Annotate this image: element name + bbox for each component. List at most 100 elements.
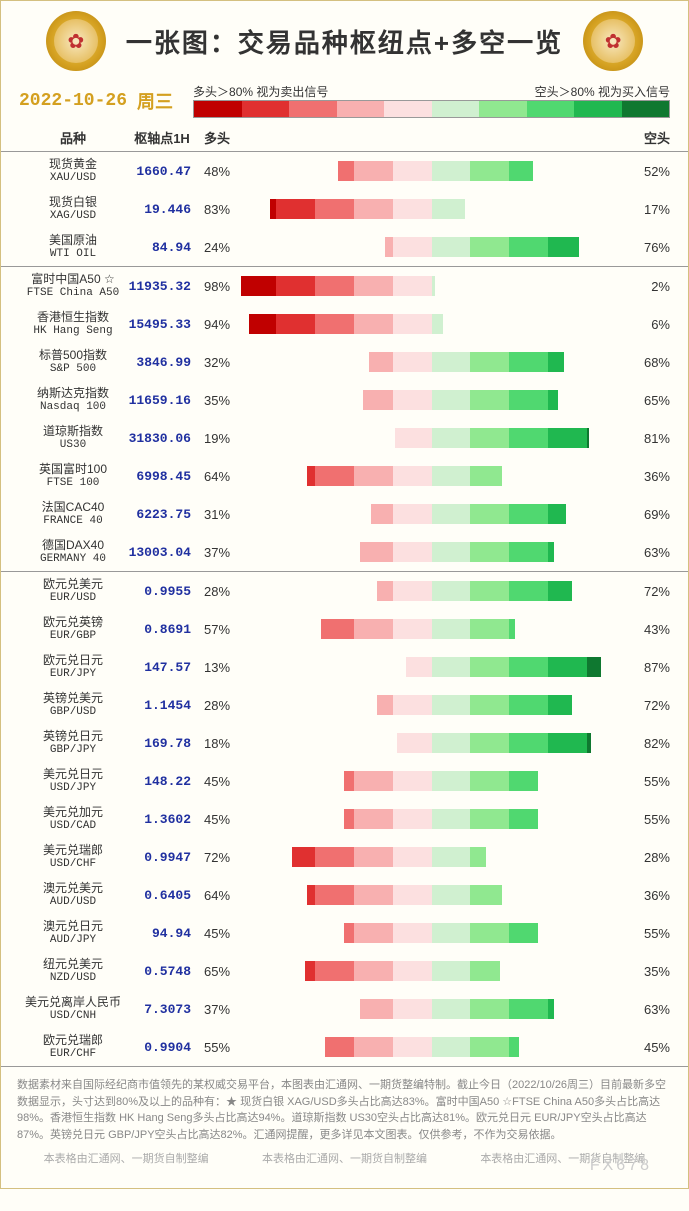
- long-pct: 65%: [197, 964, 237, 979]
- instrument-name: 现货白银XAG/USD: [19, 195, 127, 223]
- pivot-value: 31830.06: [127, 431, 197, 446]
- sentiment-bar: [237, 657, 626, 677]
- long-pct: 18%: [197, 736, 237, 751]
- footer-credits: 本表格由汇通网、一期货自制整编 本表格由汇通网、一期货自制整编 本表格由汇通网、…: [17, 1151, 672, 1168]
- footer-text: 数据素材来自国际经纪商市值领先的某权威交易平台，本图表由汇通网、一期货整编特制。…: [17, 1077, 672, 1143]
- instrument-name: 美元兑加元USD/CAD: [19, 805, 127, 833]
- pivot-value: 0.6405: [127, 888, 197, 903]
- data-row: 纽元兑美元NZD/USD0.574865%35%: [1, 952, 688, 990]
- data-row: 标普500指数S&P 5003846.9932%68%: [1, 343, 688, 381]
- long-pct: 28%: [197, 584, 237, 599]
- short-pct: 17%: [626, 202, 670, 217]
- data-row: 德国DAX40GERMANY 4013003.0437%63%: [1, 533, 688, 571]
- column-headers: 品种 枢轴点1H 多头 空头: [1, 124, 688, 151]
- instrument-name: 纳斯达克指数Nasdaq 100: [19, 386, 127, 414]
- pivot-value: 1.1454: [127, 698, 197, 713]
- instrument-name: 英国富时100FTSE 100: [19, 462, 127, 490]
- pivot-value: 6998.45: [127, 469, 197, 484]
- section: 欧元兑美元EUR/USD0.995528%72%欧元兑英镑EUR/GBP0.86…: [1, 571, 688, 1066]
- sentiment-bar: [237, 466, 626, 486]
- pivot-value: 1.3602: [127, 812, 197, 827]
- instrument-name: 英镑兑日元GBP/JPY: [19, 729, 127, 757]
- short-pct: 52%: [626, 164, 670, 179]
- data-row: 欧元兑日元EUR/JPY147.5713%87%: [1, 648, 688, 686]
- sentiment-bar: [237, 999, 626, 1019]
- pivot-value: 19.446: [127, 202, 197, 217]
- instrument-name: 美元兑瑞郎USD/CHF: [19, 843, 127, 871]
- short-pct: 68%: [626, 355, 670, 370]
- sentiment-bar: [237, 237, 626, 257]
- sentiment-bar: [237, 352, 626, 372]
- pivot-value: 0.9955: [127, 584, 197, 599]
- short-pct: 36%: [626, 888, 670, 903]
- medal-icon-right: ✿: [583, 11, 643, 71]
- long-pct: 57%: [197, 622, 237, 637]
- instrument-name: 欧元兑英镑EUR/GBP: [19, 615, 127, 643]
- pivot-value: 148.22: [127, 774, 197, 789]
- sentiment-bar: [237, 809, 626, 829]
- instrument-name: 澳元兑美元AUD/USD: [19, 881, 127, 909]
- instrument-name: 道琼斯指数US30: [19, 424, 127, 452]
- sentiment-bar: [237, 199, 626, 219]
- long-pct: 64%: [197, 469, 237, 484]
- sentiment-bar: [237, 885, 626, 905]
- short-pct: 63%: [626, 1002, 670, 1017]
- instrument-name: 欧元兑日元EUR/JPY: [19, 653, 127, 681]
- weekday-text: 周三: [137, 88, 173, 114]
- col-pivot: 枢轴点1H: [127, 128, 197, 147]
- pivot-value: 84.94: [127, 240, 197, 255]
- instrument-name: 标普500指数S&P 500: [19, 348, 127, 376]
- short-pct: 55%: [626, 774, 670, 789]
- data-row: 澳元兑日元AUD/JPY94.9445%55%: [1, 914, 688, 952]
- sentiment-bar: [237, 390, 626, 410]
- data-row: 英镑兑日元GBP/JPY169.7818%82%: [1, 724, 688, 762]
- instrument-name: 英镑兑美元GBP/USD: [19, 691, 127, 719]
- instrument-name: 澳元兑日元AUD/JPY: [19, 919, 127, 947]
- infographic-container: ✿ 一张图：交易品种枢纽点+多空一览 ✿ 2022-10-26 周三 多头＞80…: [0, 0, 689, 1189]
- short-pct: 82%: [626, 736, 670, 751]
- instrument-name: 富时中国A50 ☆FTSE China A50: [19, 272, 127, 300]
- instrument-name: 德国DAX40GERMANY 40: [19, 538, 127, 566]
- legend-box: 多头＞80% 视为卖出信号 空头＞80% 视为买入信号: [193, 83, 670, 118]
- data-row: 富时中国A50 ☆FTSE China A5011935.3298%2%: [1, 267, 688, 305]
- long-pct: 98%: [197, 279, 237, 294]
- data-row: 欧元兑英镑EUR/GBP0.869157%43%: [1, 610, 688, 648]
- short-pct: 28%: [626, 850, 670, 865]
- sentiment-bar: [237, 961, 626, 981]
- data-row: 法国CAC40FRANCE 406223.7531%69%: [1, 495, 688, 533]
- long-pct: 72%: [197, 850, 237, 865]
- sentiment-bar: [237, 504, 626, 524]
- data-row: 美元兑日元USD/JPY148.2245%55%: [1, 762, 688, 800]
- data-row: 美元兑离岸人民币USD/CNH7.307337%63%: [1, 990, 688, 1028]
- short-pct: 55%: [626, 926, 670, 941]
- pivot-value: 0.8691: [127, 622, 197, 637]
- instrument-name: 法国CAC40FRANCE 40: [19, 500, 127, 528]
- long-pct: 37%: [197, 545, 237, 560]
- sentiment-bar: [237, 428, 626, 448]
- short-pct: 45%: [626, 1040, 670, 1055]
- data-row: 现货黄金XAU/USD1660.4748%52%: [1, 152, 688, 190]
- long-pct: 45%: [197, 774, 237, 789]
- col-short: 空头: [626, 128, 670, 147]
- instrument-name: 香港恒生指数HK Hang Seng: [19, 310, 127, 338]
- sentiment-bar: [237, 733, 626, 753]
- data-sections: 现货黄金XAU/USD1660.4748%52% 现货白银XAG/USD19.44…: [1, 151, 688, 1066]
- short-pct: 2%: [626, 279, 670, 294]
- data-row: 美国原油WTI OIL84.9424%76%: [1, 228, 688, 266]
- pivot-value: 11659.16: [127, 393, 197, 408]
- medal-icon-left: ✿: [46, 11, 106, 71]
- pivot-value: 7.3073: [127, 1002, 197, 1017]
- data-row: 英镑兑美元GBP/USD1.145428%72%: [1, 686, 688, 724]
- sentiment-bar: [237, 542, 626, 562]
- pivot-value: 0.5748: [127, 964, 197, 979]
- long-pct: 83%: [197, 202, 237, 217]
- instrument-name: 美元兑离岸人民币USD/CNH: [19, 995, 127, 1023]
- data-row: 欧元兑美元EUR/USD0.995528%72%: [1, 572, 688, 610]
- long-pct: 55%: [197, 1040, 237, 1055]
- sentiment-bar: [237, 314, 626, 334]
- long-pct: 24%: [197, 240, 237, 255]
- sentiment-bar: [237, 695, 626, 715]
- long-pct: 45%: [197, 926, 237, 941]
- pivot-value: 147.57: [127, 660, 197, 675]
- short-pct: 55%: [626, 812, 670, 827]
